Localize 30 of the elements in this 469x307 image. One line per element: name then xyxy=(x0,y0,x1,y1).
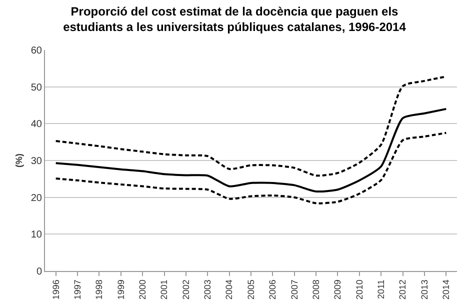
x-tick-label: 2002 xyxy=(180,280,191,300)
y-tick-label: 60 xyxy=(30,46,42,56)
line-series xyxy=(54,108,448,192)
x-tick-label: 2011 xyxy=(376,280,386,299)
x-tick-label: 2000 xyxy=(138,280,148,300)
x-tick-label: 1999 xyxy=(116,280,126,300)
x-tick-label: 2003 xyxy=(202,280,213,300)
y-tick-label: 50 xyxy=(30,82,42,94)
y-tick-label: 20 xyxy=(30,192,42,204)
x-tick-label: 2005 xyxy=(246,280,256,300)
x-tick-label: 2013 xyxy=(419,280,430,300)
y-tick-label: 40 xyxy=(30,119,42,130)
y-axis-title: (%) xyxy=(14,154,24,168)
chart-title: Proporció del cost estimat de la docència que paguen els estudiants a les universitats públiques catalanes, 1996-2014 xyxy=(63,4,406,34)
x-tick-label: 2009 xyxy=(332,280,343,300)
x-tick-label: 2006 xyxy=(268,280,278,300)
x-tick-label: 2001 xyxy=(159,280,170,300)
x-tick-label: 2008 xyxy=(310,280,321,300)
y-tick-label: 30 xyxy=(30,156,42,167)
x-tick-label: 2014 xyxy=(441,280,452,300)
y-tick-label: 0 xyxy=(36,266,42,278)
x-tick-label: 2004 xyxy=(224,280,234,300)
x-tick-label: 2012 xyxy=(398,280,408,300)
line-series xyxy=(54,132,448,204)
y-tick-label: 10 xyxy=(30,230,42,241)
x-tick-label: 1996 xyxy=(50,280,61,300)
x-tick-label: 2010 xyxy=(354,280,364,300)
x-tick-label: 2007 xyxy=(289,280,300,300)
x-tick-label: 1998 xyxy=(94,280,104,300)
x-tick-label: 1997 xyxy=(72,280,82,300)
